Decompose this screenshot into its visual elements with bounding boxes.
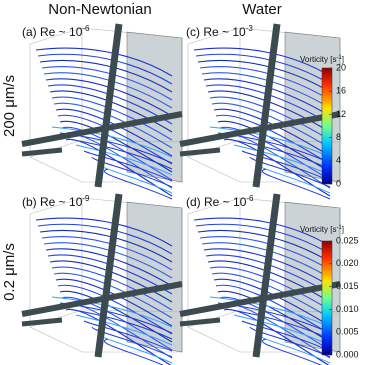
colorbar-tick-label: 8 (336, 132, 341, 142)
colorbar-tick-label: 0 (336, 178, 341, 188)
colorbar-tick-label: 0.015 (336, 281, 359, 291)
panel-label: (a) Re ~ 10-6 (22, 24, 90, 39)
colorbar-tick-label: 20 (336, 62, 346, 72)
panel-label: (c) Re ~ 10-3 (186, 24, 253, 39)
panel-label: (d) Re ~ 10-6 (186, 194, 254, 209)
row-header: 0.2 μm/s (1, 243, 18, 301)
colorbar-tick-label: 0.005 (336, 327, 359, 337)
colorbar (321, 67, 333, 185)
panel-render (22, 24, 182, 199)
colorbar-tick-label: 4 (336, 155, 341, 165)
colorbar (321, 240, 333, 356)
colorbar-tick-label: 12 (336, 109, 346, 119)
colorbar-tick-label: 16 (336, 86, 346, 96)
row-header: 200 μm/s (1, 75, 18, 137)
colorbar-tick-label: 0.025 (336, 235, 359, 245)
panel-label: (b) Re ~ 10-9 (22, 194, 90, 209)
colorbar-tick-label: 0.020 (336, 258, 359, 268)
column-header: Non-Newtonian (48, 1, 151, 18)
panel-render (22, 194, 182, 365)
colorbar-tick-label: 0.000 (336, 349, 359, 359)
panel-render (180, 194, 340, 365)
colorbar-title: Vorticity [s-1] (300, 55, 344, 64)
panel-render (180, 24, 340, 199)
colorbar-title: Vorticity [s-1] (300, 225, 344, 234)
column-header: Water (242, 1, 281, 18)
colorbar-tick-label: 0.010 (336, 304, 359, 314)
